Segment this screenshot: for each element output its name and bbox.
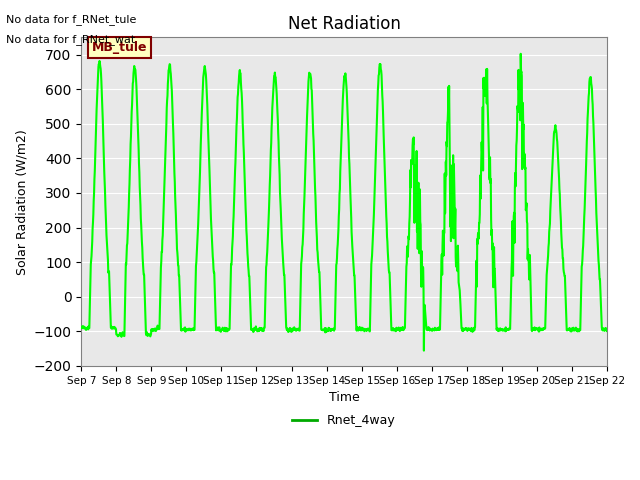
Text: No data for f_RNet_wat: No data for f_RNet_wat xyxy=(6,34,136,45)
Legend: Rnet_4way: Rnet_4way xyxy=(287,409,401,432)
X-axis label: Time: Time xyxy=(329,391,360,404)
Text: No data for f_RNet_tule: No data for f_RNet_tule xyxy=(6,14,137,25)
Text: MB_tule: MB_tule xyxy=(92,41,147,54)
Y-axis label: Solar Radiation (W/m2): Solar Radiation (W/m2) xyxy=(15,129,28,275)
Title: Net Radiation: Net Radiation xyxy=(287,15,401,33)
